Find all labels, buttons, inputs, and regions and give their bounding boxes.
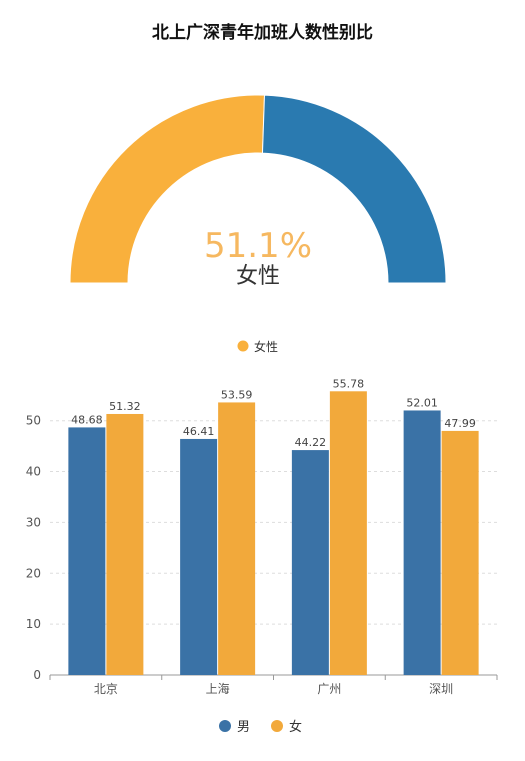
bar-female[interactable]	[218, 402, 256, 675]
page-title: 北上广深青年加班人数性别比	[152, 23, 373, 43]
y-tick-label: 40	[26, 465, 41, 479]
bar-female[interactable]	[106, 413, 144, 675]
gauge-legend[interactable]: 女性	[237, 339, 279, 354]
y-tick-label: 50	[26, 414, 41, 428]
bar-value-label: 53.59	[221, 388, 253, 401]
legend-dot-male	[219, 720, 231, 732]
bar-male[interactable]	[68, 427, 106, 675]
gender-gauge-chart: 51.1% 女性 女性	[69, 94, 447, 354]
bar-value-label: 51.32	[109, 400, 141, 413]
legend-label-male: 男	[237, 720, 250, 735]
bar-male[interactable]	[403, 410, 441, 675]
legend-label-female: 女性	[254, 339, 278, 354]
bar-female[interactable]	[329, 391, 367, 675]
bar-value-label: 46.41	[183, 425, 215, 438]
bar-value-label: 48.68	[71, 413, 103, 426]
legend-label-female: 女	[289, 719, 302, 735]
bar-female[interactable]	[441, 430, 479, 675]
bar-male[interactable]	[180, 438, 218, 675]
y-tick-label: 30	[26, 515, 41, 529]
x-tick-label: 上海	[206, 681, 230, 696]
y-tick-label: 0	[33, 668, 41, 682]
bar-value-label: 52.01	[406, 396, 438, 409]
x-tick-label: 广州	[317, 682, 341, 696]
gauge-slice-male[interactable]	[261, 94, 447, 284]
x-tick-label: 北京	[94, 682, 118, 696]
bar-legend[interactable]: 男 女	[219, 719, 302, 735]
gauge-slice-female[interactable]	[69, 94, 266, 284]
bar-male[interactable]	[291, 450, 329, 675]
bar-value-label: 55.78	[333, 377, 365, 390]
gauge-center-label: 女性	[236, 264, 280, 289]
legend-dot-female	[271, 720, 283, 732]
y-tick-label: 20	[26, 566, 41, 580]
legend-dot-female	[237, 340, 249, 352]
gauge-percent-value: 51.1%	[204, 226, 312, 266]
bar-value-label: 47.99	[444, 417, 476, 430]
x-tick-label: 深圳	[429, 682, 453, 696]
bar-value-label: 44.22	[295, 436, 327, 449]
y-tick-label: 10	[26, 617, 41, 631]
